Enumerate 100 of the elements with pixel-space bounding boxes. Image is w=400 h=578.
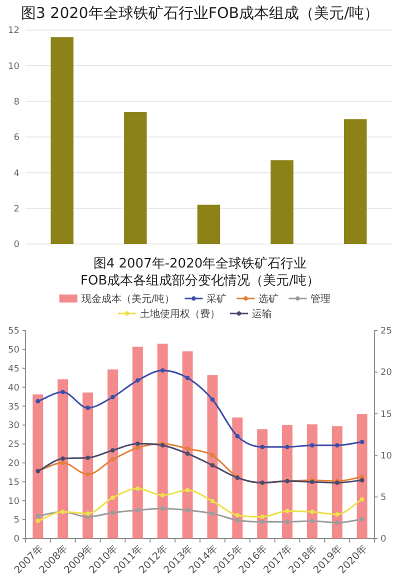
point bbox=[260, 444, 265, 450]
point bbox=[235, 512, 240, 518]
bar bbox=[82, 392, 94, 538]
y-tick-label: 50 bbox=[8, 346, 20, 356]
y-tick-label: 12 bbox=[8, 26, 20, 36]
point bbox=[185, 508, 190, 512]
bar bbox=[132, 346, 143, 538]
bar bbox=[197, 204, 220, 244]
bar bbox=[50, 37, 74, 244]
point bbox=[235, 434, 240, 438]
point bbox=[285, 508, 290, 514]
point bbox=[310, 443, 314, 448]
point bbox=[160, 506, 165, 511]
point bbox=[285, 520, 290, 524]
point bbox=[185, 488, 190, 492]
point bbox=[210, 498, 215, 504]
y2-tick-label: 10 bbox=[380, 451, 392, 462]
y2-tick-label: 20 bbox=[380, 368, 392, 378]
y-tick-label: 6 bbox=[14, 133, 20, 144]
bar bbox=[344, 119, 367, 244]
point bbox=[60, 390, 66, 394]
y-tick-label: 40 bbox=[8, 383, 20, 394]
bar bbox=[332, 426, 342, 538]
bar bbox=[58, 379, 68, 538]
bar bbox=[182, 351, 193, 538]
point bbox=[235, 518, 240, 522]
point bbox=[285, 444, 290, 450]
y2-tick-label: 15 bbox=[380, 410, 392, 420]
y-tick-label: 35 bbox=[8, 402, 20, 412]
point bbox=[135, 378, 140, 383]
y-tick-label: 55 bbox=[8, 326, 20, 337]
legend-label: 现金成本（美元/吨） bbox=[81, 293, 175, 305]
point bbox=[360, 478, 364, 482]
legend-label: 土地使用权（费） bbox=[140, 308, 220, 320]
point bbox=[160, 368, 165, 373]
legend-label: 运输 bbox=[252, 308, 272, 320]
bar bbox=[32, 394, 44, 538]
point bbox=[110, 394, 115, 400]
bar bbox=[107, 369, 118, 538]
point bbox=[86, 472, 90, 477]
bar bbox=[282, 425, 293, 538]
point bbox=[210, 463, 215, 468]
point bbox=[185, 376, 190, 380]
point bbox=[86, 456, 90, 460]
point bbox=[86, 511, 90, 516]
y-tick-label: 4 bbox=[14, 168, 20, 179]
bar bbox=[207, 375, 218, 538]
y-tick-label: 20 bbox=[8, 458, 20, 469]
bar bbox=[157, 344, 168, 538]
point bbox=[36, 518, 40, 524]
point bbox=[110, 496, 115, 500]
point bbox=[210, 511, 215, 516]
point bbox=[360, 517, 364, 522]
point bbox=[135, 446, 140, 450]
point bbox=[334, 443, 340, 448]
point bbox=[360, 440, 364, 444]
point bbox=[110, 510, 115, 515]
y-tick-label: 0 bbox=[14, 240, 20, 250]
y-tick-label: 8 bbox=[14, 97, 20, 108]
y-tick-label: 15 bbox=[8, 478, 20, 488]
point bbox=[310, 510, 314, 514]
point bbox=[334, 520, 340, 525]
y-tick-label: 2 bbox=[14, 204, 20, 214]
chart-title: 图4 2007年-2020年全球铁矿石行业FOB成本各组成部分变化情况（美元/吨） bbox=[80, 256, 320, 288]
y-tick-label: 10 bbox=[8, 62, 20, 72]
chart-title: 图3 2020年全球铁矿石行业FOB成本组成（美元/吨） bbox=[20, 4, 380, 22]
point bbox=[310, 518, 314, 524]
y2-tick-label: 25 bbox=[380, 326, 392, 337]
bar bbox=[270, 160, 294, 244]
point bbox=[86, 406, 90, 410]
bar bbox=[356, 414, 368, 538]
point bbox=[210, 397, 215, 402]
point bbox=[360, 497, 364, 502]
bar bbox=[257, 429, 268, 538]
point bbox=[160, 493, 165, 498]
point bbox=[334, 512, 340, 517]
point bbox=[135, 441, 140, 446]
point bbox=[36, 514, 40, 518]
point bbox=[135, 486, 140, 491]
y-tick-label: 10 bbox=[8, 496, 20, 507]
legend-label: 选矿 bbox=[258, 293, 279, 305]
point bbox=[60, 460, 66, 465]
y-tick-label: 0 bbox=[14, 534, 20, 545]
bar bbox=[306, 424, 318, 538]
y2-tick-label: 0 bbox=[380, 534, 387, 545]
legend-label: 采矿 bbox=[206, 293, 227, 305]
point bbox=[60, 456, 66, 461]
point bbox=[135, 508, 140, 512]
point bbox=[110, 457, 115, 462]
legend-label: 管理 bbox=[310, 294, 331, 305]
point bbox=[185, 446, 190, 451]
point bbox=[260, 520, 265, 524]
y2-tick-label: 5 bbox=[380, 493, 386, 504]
y-tick-label: 25 bbox=[8, 440, 20, 450]
point bbox=[260, 514, 265, 520]
point bbox=[110, 448, 115, 452]
point bbox=[185, 451, 190, 456]
point bbox=[210, 453, 215, 458]
y-tick-label: 30 bbox=[8, 421, 20, 432]
y-tick-label: 45 bbox=[8, 364, 20, 374]
